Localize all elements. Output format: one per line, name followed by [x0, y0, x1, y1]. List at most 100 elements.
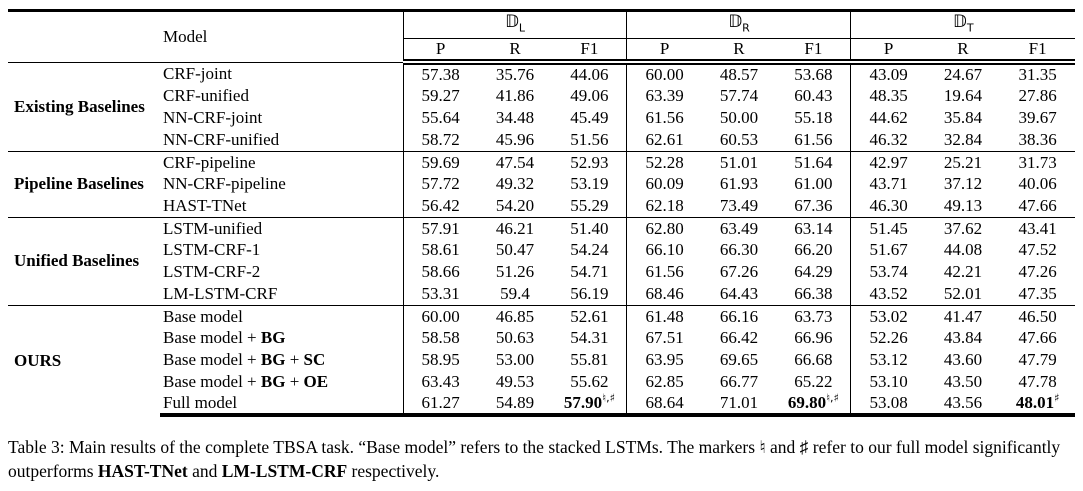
metric-value-cell: 38.36	[1018, 130, 1057, 150]
metric-value-cell: 66.38	[794, 284, 833, 304]
model-name-cell: CRF-unified	[160, 85, 403, 107]
table-row: Unified Baselines LSTM-unified 57.91 46.21 5…	[8, 216, 1075, 306]
metric-value-cell: 58.58	[402, 327, 478, 350]
metric-value-cell: 68.64	[626, 393, 702, 418]
model-name-cell: NN-CRF-unified	[160, 129, 403, 151]
metric-column-header: P	[626, 38, 702, 66]
table-row: Base model + BG + SC 58.95 53.00 55.81 63.95…	[8, 349, 1075, 372]
table-row: LSTM-CRF-2 58.66 51.26 54.71 61.56 67.26 64.29…	[8, 261, 1075, 284]
metric-value-cell: 53.74	[850, 261, 926, 284]
model-name-part: +	[285, 350, 304, 370]
metric-value-cell: 62.18	[626, 195, 702, 218]
results-table: Model 𝔻L 𝔻R 𝔻T P R F1 P R F1 P R F1 Existing Baselin…	[8, 8, 1075, 418]
metric-value-cell: 50.63	[495, 328, 535, 348]
model-name-part: LSTM-CRF-1	[163, 240, 261, 260]
caption-text-segment: Table 3: Main results of the complete TB…	[8, 437, 1061, 481]
metric-value-cell: 46.32	[850, 129, 926, 152]
metric-column-header: R	[701, 38, 777, 66]
metric-value-cell: 48.35	[850, 85, 926, 108]
metric-value-cell: 24.67	[925, 61, 1001, 86]
model-name-part: Full model	[163, 393, 238, 413]
metric-value-cell: 51.64	[776, 150, 851, 174]
metric-value-cell: 57.38	[402, 61, 478, 86]
model-name-part: BG	[260, 328, 286, 348]
metric-value-cell: 67.26	[719, 262, 759, 282]
metric-value-cell: 58.66	[402, 261, 478, 284]
metric-value-cell: 60.00	[402, 304, 478, 328]
metric-value-cell: 25.21	[925, 150, 1001, 174]
metric-value-cell: 41.47	[925, 304, 1001, 328]
dataset-subscript: T	[966, 21, 974, 35]
model-name-part: CRF-unified	[163, 86, 249, 106]
metric-value: 57.90	[563, 393, 603, 413]
model-name-cell: NN-CRF-pipeline	[160, 173, 403, 195]
model-name-part: CRF-pipeline	[163, 152, 256, 172]
metric-value-cell: 43.41	[1000, 216, 1075, 240]
model-name-cell: Base model + BG	[160, 327, 403, 349]
significance-marker: ♯	[1054, 391, 1060, 405]
metric-value-cell: 62.85	[626, 371, 702, 394]
metric-value-cell: 64.43	[719, 284, 759, 304]
metric-value-cell: 43.71	[850, 173, 926, 196]
model-name-part: BG	[260, 350, 286, 370]
metric-value-cell: 61.93	[719, 174, 759, 194]
metric-value-cell: 54.71	[570, 262, 609, 282]
corner-cell	[8, 9, 160, 63]
model-name-part: HAST-TNet	[163, 196, 247, 216]
metric-value-cell: 66.20	[794, 240, 833, 260]
metric-value-cell: 47.66	[1018, 328, 1057, 348]
double-struck-d-symbol: 𝔻	[952, 12, 967, 32]
metric-value-cell: 44.06	[552, 61, 627, 86]
model-name-cell: NN-CRF-joint	[160, 107, 403, 129]
metric-value-cell: 46.85	[477, 304, 553, 328]
metric-value-cell: 68.46	[626, 283, 702, 306]
metric-column-header: F1	[1000, 38, 1075, 66]
metric-value-cell: 47.26	[1018, 262, 1057, 282]
model-name-part: Base model +	[163, 328, 261, 348]
model-name-part: LM-LSTM-CRF	[163, 284, 278, 304]
dataset-subscript: L	[518, 21, 526, 35]
metric-value-cell: 62.61	[626, 129, 702, 152]
metric-value-cell: 53.08	[850, 393, 926, 418]
metric-value-cell: 48.01♯	[1000, 391, 1075, 418]
table-row: Existing Baselines CRF-joint 57.38 35.76 44.…	[8, 61, 1075, 152]
metric-value-cell: 69.65	[719, 350, 759, 370]
metric-value-cell: 43.09	[850, 61, 926, 86]
metric-value-cell: 39.67	[1018, 108, 1057, 128]
table-row: NN-CRF-pipeline 57.72 49.32 53.19 60.09 61.93…	[8, 173, 1075, 196]
metric-value-cell: 43.56	[925, 393, 1001, 418]
metric-value-cell: 55.18	[794, 108, 833, 128]
metric-value-cell: 53.68	[776, 61, 851, 86]
metric-value-cell: 63.95	[626, 349, 702, 372]
metric-value-cell: 61.27	[402, 393, 478, 418]
metric-value-cell: 63.43	[402, 371, 478, 394]
metric-value-cell: 51.26	[495, 262, 535, 282]
metric-value-cell: 59.69	[402, 150, 478, 174]
metric-value-cell: 63.49	[701, 216, 777, 240]
model-name-part: SC	[303, 350, 326, 370]
metric-value-cell: 62.80	[626, 216, 702, 240]
model-name-cell: HAST-TNet	[160, 195, 403, 217]
model-name-part: Base model +	[163, 372, 261, 392]
metric-value-cell: 52.01	[943, 284, 983, 304]
metric-value-cell: 43.84	[943, 328, 983, 348]
model-column-header: Model	[160, 9, 403, 63]
table-row: Base model + BG + OE 63.43 49.53 55.62 62.85…	[8, 371, 1075, 394]
metric-column-header: F1	[776, 38, 851, 66]
section-label: Existing Baselines	[8, 61, 160, 152]
model-name-cell: CRF-pipeline	[160, 150, 403, 174]
metric-value-cell: 58.95	[402, 349, 478, 372]
metric-value-cell: 53.19	[570, 174, 609, 194]
model-name-cell: Full model	[160, 393, 403, 418]
metric-value-cell: 66.96	[794, 328, 833, 348]
metric-value-cell: 71.01	[701, 393, 777, 418]
model-name-part: NN-CRF-pipeline	[163, 174, 286, 194]
metric-column-header: R	[477, 38, 553, 66]
metric-value-cell: 47.79	[1018, 350, 1057, 370]
metric-value-cell: 51.45	[850, 216, 926, 240]
metric-value-cell: 63.39	[626, 85, 702, 108]
table-row: NN-CRF-unified 58.72 45.96 51.56 62.61 60.53 6…	[8, 129, 1075, 152]
metric-value-cell: 49.32	[495, 174, 535, 194]
caption-text-segment: and	[187, 460, 222, 481]
